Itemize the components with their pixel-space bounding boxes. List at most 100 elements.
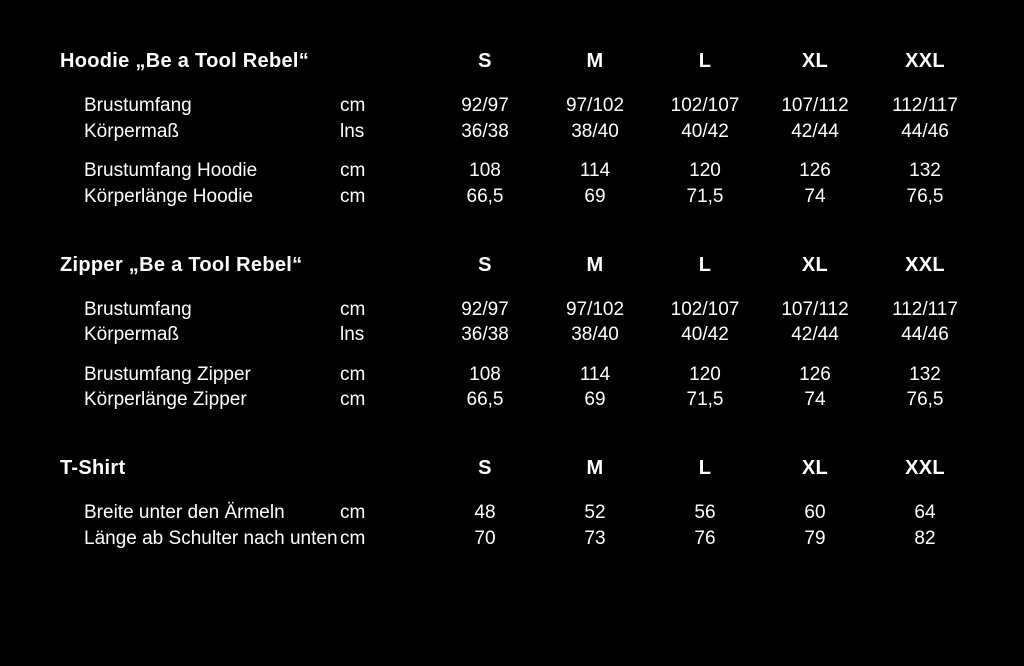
row-unit: cm xyxy=(340,500,430,526)
cell: 69 xyxy=(540,184,650,210)
table-row: Körpermaß lns 36/38 38/40 40/42 42/44 44… xyxy=(60,322,964,348)
cell: 114 xyxy=(540,362,650,388)
size-col-s: S xyxy=(430,252,540,279)
row-unit: lns xyxy=(340,119,430,145)
section-header: Hoodie „Be a Tool Rebel“ S M L XL XXL xyxy=(60,48,964,75)
cell: 42/44 xyxy=(760,322,870,348)
cell: 97/102 xyxy=(540,297,650,323)
cell: 97/102 xyxy=(540,93,650,119)
cell: 52 xyxy=(540,500,650,526)
cell: 60 xyxy=(760,500,870,526)
cell: 92/97 xyxy=(430,297,540,323)
row-label: Brustumfang Hoodie xyxy=(60,158,340,184)
cell: 73 xyxy=(540,526,650,552)
size-col-l: L xyxy=(650,48,760,75)
cell: 126 xyxy=(760,158,870,184)
row-label: Körperlänge Hoodie xyxy=(60,184,340,210)
cell: 71,5 xyxy=(650,387,760,413)
cell: 64 xyxy=(870,500,980,526)
cell: 108 xyxy=(430,362,540,388)
row-label: Körpermaß xyxy=(60,119,340,145)
section-hoodie: Hoodie „Be a Tool Rebel“ S M L XL XXL Br… xyxy=(60,48,964,210)
table-row: Brustumfang cm 92/97 97/102 102/107 107/… xyxy=(60,93,964,119)
cell: 114 xyxy=(540,158,650,184)
table-row: Körperlänge Zipper cm 66,5 69 71,5 74 76… xyxy=(60,387,964,413)
row-label: Körpermaß xyxy=(60,322,340,348)
cell: 36/38 xyxy=(430,119,540,145)
size-col-s: S xyxy=(430,455,540,482)
cell: 42/44 xyxy=(760,119,870,145)
row-label: Körperlänge Zipper xyxy=(60,387,340,413)
cell: 82 xyxy=(870,526,980,552)
cell: 66,5 xyxy=(430,184,540,210)
section-zipper: Zipper „Be a Tool Rebel“ S M L XL XXL Br… xyxy=(60,252,964,414)
cell: 120 xyxy=(650,158,760,184)
size-col-xl: XL xyxy=(760,455,870,482)
section-header: T-Shirt S M L XL XXL xyxy=(60,455,964,482)
cell: 102/107 xyxy=(650,297,760,323)
cell: 74 xyxy=(760,387,870,413)
cell: 132 xyxy=(870,158,980,184)
size-col-xl: XL xyxy=(760,252,870,279)
cell: 48 xyxy=(430,500,540,526)
section-tshirt: T-Shirt S M L XL XXL Breite unter den Är… xyxy=(60,455,964,551)
cell: 66,5 xyxy=(430,387,540,413)
cell: 120 xyxy=(650,362,760,388)
row-label: Länge ab Schulter nach unten xyxy=(60,526,340,552)
row-unit: cm xyxy=(340,362,430,388)
row-unit: cm xyxy=(340,387,430,413)
size-col-xxl: XXL xyxy=(870,252,980,279)
section-title: Zipper „Be a Tool Rebel“ xyxy=(60,252,340,279)
spacer xyxy=(60,144,964,158)
cell: 107/112 xyxy=(760,93,870,119)
table-row: Brustumfang Hoodie cm 108 114 120 126 13… xyxy=(60,158,964,184)
row-label: Brustumfang Zipper xyxy=(60,362,340,388)
cell: 40/42 xyxy=(650,119,760,145)
size-col-xxl: XXL xyxy=(870,455,980,482)
cell: 112/117 xyxy=(870,93,980,119)
cell: 69 xyxy=(540,387,650,413)
cell: 44/46 xyxy=(870,322,980,348)
row-unit: lns xyxy=(340,322,430,348)
cell: 107/112 xyxy=(760,297,870,323)
cell: 76,5 xyxy=(870,184,980,210)
size-col-l: L xyxy=(650,455,760,482)
table-row: Körpermaß lns 36/38 38/40 40/42 42/44 44… xyxy=(60,119,964,145)
cell: 40/42 xyxy=(650,322,760,348)
row-label: Brustumfang xyxy=(60,93,340,119)
cell: 71,5 xyxy=(650,184,760,210)
row-unit: cm xyxy=(340,184,430,210)
cell: 38/40 xyxy=(540,119,650,145)
cell: 92/97 xyxy=(430,93,540,119)
table-row: Länge ab Schulter nach unten cm 70 73 76… xyxy=(60,526,964,552)
row-unit: cm xyxy=(340,158,430,184)
size-col-xxl: XXL xyxy=(870,48,980,75)
cell: 36/38 xyxy=(430,322,540,348)
row-unit: cm xyxy=(340,93,430,119)
section-title: T-Shirt xyxy=(60,455,340,482)
size-col-m: M xyxy=(540,252,650,279)
table-row: Körperlänge Hoodie cm 66,5 69 71,5 74 76… xyxy=(60,184,964,210)
size-chart-page: Hoodie „Be a Tool Rebel“ S M L XL XXL Br… xyxy=(0,0,1024,633)
section-title: Hoodie „Be a Tool Rebel“ xyxy=(60,48,340,75)
cell: 70 xyxy=(430,526,540,552)
table-row: Breite unter den Ärmeln cm 48 52 56 60 6… xyxy=(60,500,964,526)
size-col-m: M xyxy=(540,48,650,75)
cell: 102/107 xyxy=(650,93,760,119)
cell: 79 xyxy=(760,526,870,552)
cell: 76 xyxy=(650,526,760,552)
size-col-l: L xyxy=(650,252,760,279)
size-col-xl: XL xyxy=(760,48,870,75)
size-col-m: M xyxy=(540,455,650,482)
row-unit: cm xyxy=(340,526,430,552)
table-row: Brustumfang cm 92/97 97/102 102/107 107/… xyxy=(60,297,964,323)
cell: 56 xyxy=(650,500,760,526)
cell: 38/40 xyxy=(540,322,650,348)
size-col-s: S xyxy=(430,48,540,75)
cell: 74 xyxy=(760,184,870,210)
row-unit: cm xyxy=(340,297,430,323)
row-label: Brustumfang xyxy=(60,297,340,323)
section-header: Zipper „Be a Tool Rebel“ S M L XL XXL xyxy=(60,252,964,279)
cell: 126 xyxy=(760,362,870,388)
row-label: Breite unter den Ärmeln xyxy=(60,500,340,526)
